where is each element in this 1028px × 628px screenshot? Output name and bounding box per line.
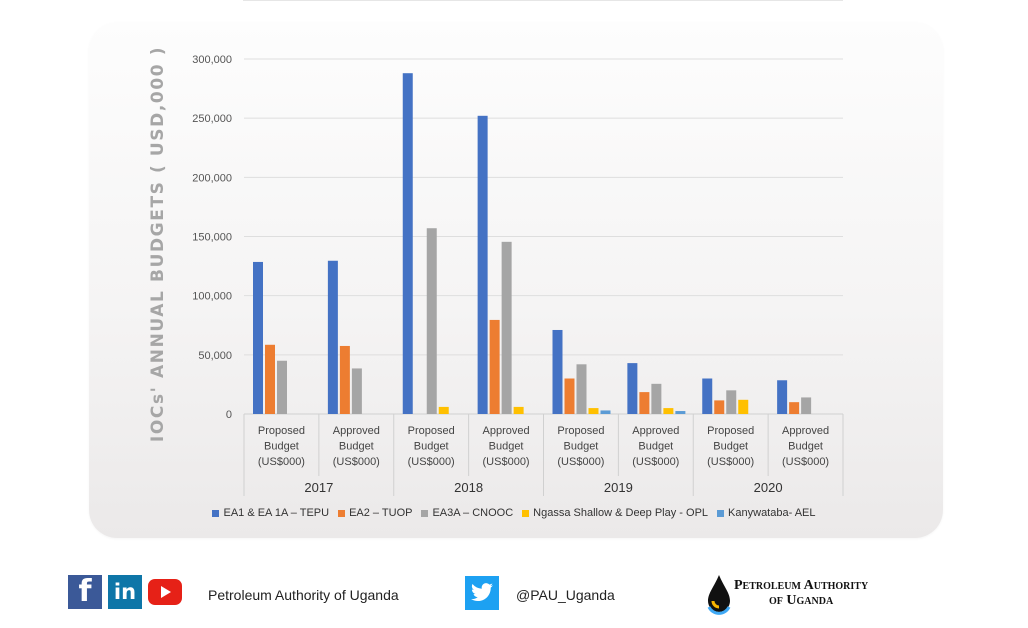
y-tick-label: 200,000	[192, 172, 232, 184]
x-tick-label: Budget	[339, 441, 374, 453]
x-tick-label: Budget	[414, 441, 449, 453]
x-tick-label: (US$000)	[258, 456, 305, 468]
legend-item: EA2 – TUOP	[338, 507, 412, 519]
bar	[726, 390, 737, 414]
chart-card	[89, 22, 943, 538]
bar	[339, 345, 350, 414]
bar	[675, 411, 686, 414]
top-divider	[243, 0, 843, 1]
facebook-icon[interactable]: f	[68, 574, 102, 609]
bar	[588, 408, 599, 414]
bar	[576, 364, 587, 414]
bar	[564, 378, 575, 414]
social-links: f in	[68, 574, 182, 609]
x-tick-label: Budget	[638, 441, 673, 453]
x-tick-label: Approved	[632, 425, 679, 437]
x-tick-label: Budget	[564, 441, 599, 453]
legend-item: Ngassa Shallow & Deep Play - OPL	[522, 507, 708, 519]
legend-label: EA2 – TUOP	[349, 507, 413, 519]
x-tick-label: (US$000)	[333, 456, 380, 468]
bar	[402, 73, 413, 414]
x-tick-label: Approved	[782, 425, 829, 437]
bar	[702, 378, 713, 414]
x-tick-label: Budget	[489, 441, 524, 453]
bar	[651, 383, 662, 414]
linkedin-icon[interactable]: in	[108, 575, 142, 609]
x-tick-label: Proposed	[707, 425, 754, 437]
x-tick-label: Approved	[333, 425, 380, 437]
x-tick-label: (US$000)	[557, 456, 604, 468]
y-tick-label: 300,000	[192, 54, 232, 66]
legend-label: EA3A – CNOOC	[432, 507, 514, 519]
bar	[253, 261, 263, 414]
bar	[351, 368, 362, 414]
bar	[552, 329, 563, 414]
x-tick-label: Approved	[483, 425, 530, 437]
legend-item: EA1 & EA 1A – TEPU	[212, 507, 329, 519]
legend-label: Kanywataba- AEL	[728, 507, 816, 519]
bar	[277, 360, 287, 414]
x-tick-label: Budget	[713, 441, 748, 453]
x-tick-label: Proposed	[557, 425, 604, 437]
legend-item: Kanywataba- AEL	[717, 507, 816, 519]
chart-legend: EA1 & EA 1A – TEPU EA2 – TUOP EA3A – CNOOC…	[0, 507, 1028, 519]
legend-swatch	[338, 509, 346, 517]
y-axis-label: IOCs' ANNUAL BUDGETS ( USD,000 )	[148, 45, 168, 443]
legend-item: EA3A – CNOOC	[421, 507, 513, 519]
y-tick-label: 250,000	[192, 113, 232, 125]
x-tick-label: (US$000)	[632, 456, 679, 468]
legend-swatch	[522, 509, 530, 517]
x-tick-label: Proposed	[408, 425, 455, 437]
bar	[639, 392, 650, 414]
legend-label: Ngassa Shallow & Deep Play - OPL	[533, 507, 709, 519]
group-label: 2017	[304, 480, 333, 495]
bar	[714, 400, 725, 414]
x-tick-label: Budget	[788, 441, 823, 453]
bar	[327, 260, 338, 414]
bar	[426, 228, 437, 414]
x-tick-label: Proposed	[258, 425, 305, 437]
org-name: Petroleum Authority of Uganda	[208, 587, 399, 603]
x-tick-label: Budget	[264, 441, 299, 453]
bar	[600, 410, 611, 414]
y-tick-label: 0	[226, 409, 232, 421]
logo-text: Petroleum Authority of Uganda	[734, 578, 869, 608]
pau-logo-icon	[707, 575, 731, 615]
y-tick-label: 50,000	[198, 350, 232, 362]
legend-swatch	[717, 509, 725, 517]
bar	[777, 380, 788, 414]
bar	[489, 319, 500, 414]
group-label: 2019	[604, 480, 633, 495]
twitter-icon[interactable]	[465, 576, 499, 610]
x-tick-label: (US$000)	[782, 456, 829, 468]
legend-swatch	[212, 509, 220, 517]
twitter-handle[interactable]: @PAU_Uganda	[516, 587, 615, 603]
bar	[789, 402, 800, 414]
y-tick-label: 150,000	[192, 232, 232, 244]
y-tick-label: 100,000	[192, 291, 232, 303]
bar	[738, 399, 749, 414]
bar	[477, 115, 488, 415]
bar	[438, 406, 449, 414]
bar	[663, 408, 674, 414]
bar	[501, 241, 512, 414]
legend-swatch	[421, 509, 429, 517]
bar	[627, 363, 638, 414]
group-label: 2020	[754, 480, 783, 495]
x-tick-label: (US$000)	[408, 456, 455, 468]
group-label: 2018	[454, 480, 483, 495]
bar	[513, 406, 524, 414]
bar	[265, 344, 275, 414]
bar	[801, 397, 812, 414]
youtube-icon[interactable]	[148, 575, 182, 609]
x-tick-label: (US$000)	[483, 456, 530, 468]
x-tick-label: (US$000)	[707, 456, 754, 468]
legend-label: EA1 & EA 1A – TEPU	[223, 507, 330, 519]
